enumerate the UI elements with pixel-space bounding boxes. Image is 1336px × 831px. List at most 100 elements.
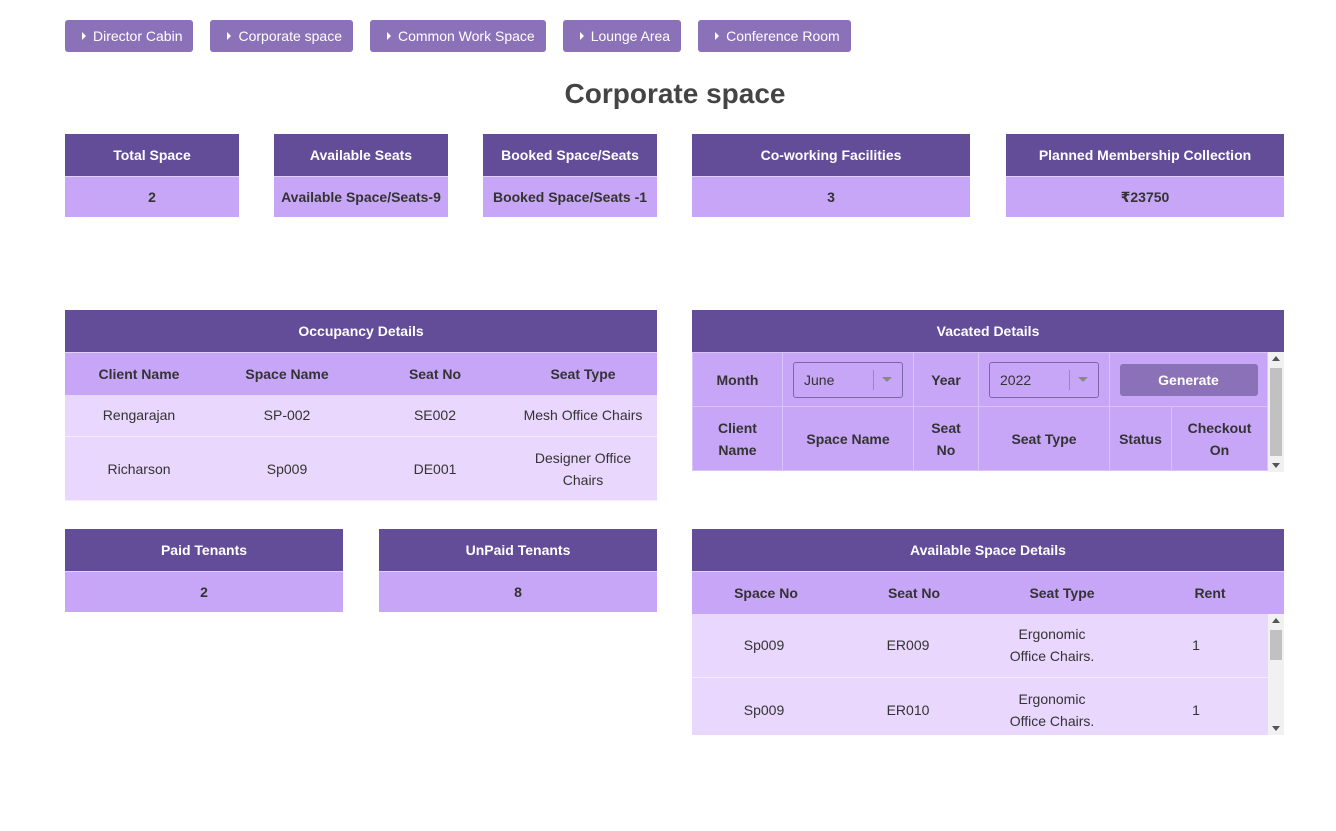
column-header: Client Name (65, 352, 213, 395)
panel-title: Vacated Details (692, 310, 1284, 352)
table-cell: 1 (1124, 613, 1268, 678)
select-separator (1069, 369, 1070, 390)
unpaid-tenants-card: UnPaid Tenants 8 (379, 529, 657, 612)
column-header: Client Name (692, 406, 783, 471)
generate-button[interactable]: Generate (1119, 363, 1258, 396)
column-header: Status (1109, 406, 1172, 471)
caret-right-icon (715, 32, 720, 40)
scroll-up-icon[interactable] (1272, 617, 1280, 623)
scroll-down-icon[interactable] (1272, 725, 1280, 731)
column-header: Space Name (782, 406, 914, 471)
vacated-table: Month June Year 2022 Generate (692, 352, 1268, 471)
select-indicator (873, 369, 892, 390)
table-row: Sp009 ER009 Ergonomic Office Chairs. 1 (692, 613, 1268, 678)
nav-label: Conference Room (726, 28, 840, 44)
available-space-panel: Available Space Details Space No Seat No… (692, 529, 1284, 735)
card-value: 2 (65, 571, 343, 612)
scroll-up-icon[interactable] (1272, 356, 1280, 361)
column-header: Seat No (361, 352, 509, 395)
table-cell: Sp009 (213, 436, 361, 501)
card-value: ₹23750 (1006, 176, 1284, 217)
card-label: Planned Membership Collection (1006, 134, 1284, 176)
table-cell: Rengarajan (65, 394, 213, 437)
column-header: Seat No (913, 406, 979, 471)
table-cell: Ergonomic Office Chairs. (980, 613, 1124, 678)
booked-seats-card: Booked Space/Seats Booked Space/Seats -1 (483, 134, 657, 217)
column-header: Seat Type (509, 352, 657, 395)
month-select[interactable]: June (793, 361, 903, 398)
available-table: Sp009 ER009 Ergonomic Office Chairs. 1 S… (692, 613, 1268, 735)
table-cell: Sp009 (692, 613, 836, 678)
card-label: Available Seats (274, 134, 448, 176)
year-select[interactable]: 2022 (989, 361, 1099, 398)
table-row: Sp009 ER010 Ergonomic Office Chairs. 1 (692, 677, 1268, 735)
card-value: Available Space/Seats-9 (274, 176, 448, 217)
occupancy-details-panel: Occupancy Details Client Name Space Name… (65, 310, 657, 501)
page-title: Corporate space (564, 78, 786, 109)
available-header-table: Space No Seat No Seat Type Rent (692, 571, 1284, 614)
select-indicator (1069, 369, 1088, 390)
scroll-thumb[interactable] (1270, 368, 1282, 456)
caret-right-icon (579, 32, 584, 40)
caret-right-icon (387, 32, 391, 40)
vacated-details-panel: Vacated Details Month June Year 2022 (692, 310, 1284, 472)
table-cell: DE001 (361, 436, 509, 501)
space-type-nav: Director Cabin Corporate space Common Wo… (65, 20, 851, 52)
vacated-scroll-area[interactable]: Month June Year 2022 Generate (692, 352, 1284, 472)
nav-label: Corporate space (238, 28, 342, 44)
card-value: Booked Space/Seats -1 (483, 176, 657, 217)
chevron-down-icon (882, 377, 892, 382)
available-scroll-area[interactable]: Sp009 ER009 Ergonomic Office Chairs. 1 S… (692, 613, 1284, 735)
table-cell: Sp009 (692, 677, 836, 735)
caret-right-icon (227, 32, 232, 40)
nav-label: Lounge Area (590, 28, 671, 44)
table-cell: SE002 (361, 394, 509, 437)
table-cell: Mesh Office Chairs (509, 394, 657, 437)
nav-common-work-space-button[interactable]: Common Work Space (370, 20, 546, 52)
scroll-down-icon[interactable] (1272, 463, 1280, 468)
nav-conference-room-button[interactable]: Conference Room (698, 20, 851, 52)
table-cell: Richarson (65, 436, 213, 501)
column-header: Seat Type (988, 571, 1136, 614)
table-cell: ER010 (836, 677, 980, 735)
table-cell: 1 (1124, 677, 1268, 735)
nav-director-cabin-button[interactable]: Director Cabin (65, 20, 194, 52)
nav-label: Director Cabin (93, 28, 183, 44)
planned-membership-card: Planned Membership Collection ₹23750 (1006, 134, 1284, 217)
nav-lounge-area-button[interactable]: Lounge Area (562, 20, 682, 52)
card-label: Booked Space/Seats (483, 134, 657, 176)
paid-tenants-card: Paid Tenants 2 (65, 529, 343, 612)
occupancy-table: Client Name Space Name Seat No Seat Type… (65, 352, 657, 501)
card-label: Total Space (65, 134, 239, 176)
vacated-scrollbar[interactable] (1268, 352, 1284, 472)
column-header: Checkout On (1171, 406, 1268, 471)
table-row: Rengarajan SP-002 SE002 Mesh Office Chai… (65, 394, 657, 437)
card-label: Paid Tenants (65, 529, 343, 571)
nav-label: Common Work Space (398, 28, 535, 44)
available-seats-card: Available Seats Available Space/Seats-9 (274, 134, 448, 217)
panel-title: Occupancy Details (65, 310, 657, 352)
generate-cell: Generate (1109, 352, 1268, 407)
column-header: Space Name (213, 352, 361, 395)
year-select-cell: 2022 (978, 352, 1110, 407)
coworking-facilities-card: Co-working Facilities 3 (692, 134, 970, 217)
table-row: Richarson Sp009 DE001 Designer Office Ch… (65, 436, 657, 501)
column-header: Rent (1136, 571, 1284, 614)
table-cell: SP-002 (213, 394, 361, 437)
year-select-value: 2022 (1000, 371, 1032, 388)
card-label: Co-working Facilities (692, 134, 970, 176)
table-cell: Designer Office Chairs (509, 436, 657, 501)
table-cell: Ergonomic Office Chairs. (980, 677, 1124, 735)
scroll-thumb[interactable] (1270, 629, 1282, 660)
month-select-cell: June (782, 352, 914, 407)
column-header: Seat No (840, 571, 988, 614)
year-label: Year (913, 352, 979, 407)
card-value: 8 (379, 571, 657, 612)
available-scrollbar[interactable] (1268, 613, 1284, 735)
column-header: Seat Type (978, 406, 1110, 471)
nav-corporate-space-button[interactable]: Corporate space (210, 20, 353, 52)
column-header: Space No (692, 571, 840, 614)
caret-right-icon (82, 32, 86, 40)
select-separator (873, 369, 874, 390)
total-space-card: Total Space 2 (65, 134, 239, 217)
